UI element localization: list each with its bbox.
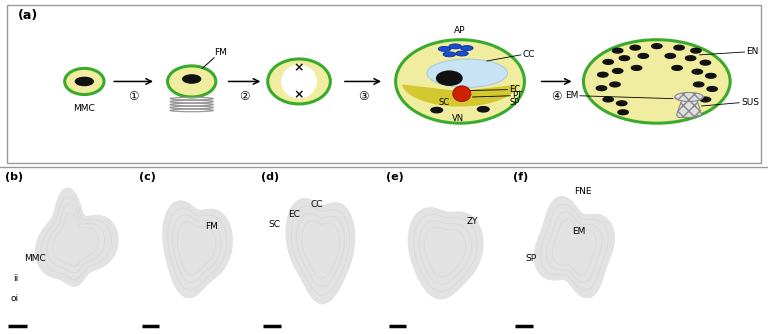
Polygon shape [286,199,355,304]
Polygon shape [535,197,614,298]
Polygon shape [409,208,483,299]
Text: MMC: MMC [74,104,95,113]
Polygon shape [402,85,518,106]
Text: CC: CC [523,50,535,59]
Circle shape [617,101,627,106]
Circle shape [75,77,93,86]
Text: ④: ④ [551,91,562,104]
Ellipse shape [282,65,316,98]
Circle shape [651,44,662,48]
Circle shape [431,108,442,113]
Text: VN: VN [452,114,465,123]
Ellipse shape [449,44,462,49]
Ellipse shape [427,59,508,88]
Circle shape [700,60,710,65]
Ellipse shape [396,40,525,123]
Ellipse shape [675,93,703,102]
Circle shape [596,86,607,91]
Text: SC: SC [439,98,449,107]
Circle shape [706,73,716,78]
Polygon shape [677,100,701,118]
Circle shape [478,107,489,112]
Circle shape [665,53,676,58]
Circle shape [619,56,630,60]
Ellipse shape [584,40,730,123]
Text: (a): (a) [18,9,38,22]
Text: EN: EN [746,47,759,56]
Ellipse shape [65,68,104,95]
Text: ×: × [294,61,304,74]
Text: ①: ① [128,91,139,104]
Text: ②: ② [239,91,250,104]
Text: SC: SC [268,220,280,229]
Ellipse shape [439,46,451,51]
Circle shape [613,68,623,73]
Circle shape [679,110,689,115]
Circle shape [694,82,703,87]
Text: AP: AP [455,26,465,35]
Circle shape [707,87,717,91]
Circle shape [674,45,684,50]
Text: (b): (b) [5,172,24,182]
Polygon shape [35,188,118,286]
Text: EM: EM [571,227,585,236]
Text: (e): (e) [386,172,404,182]
Circle shape [610,82,621,87]
Text: FNE: FNE [574,187,592,196]
Circle shape [603,97,614,102]
Circle shape [638,53,648,58]
Text: SP: SP [525,254,537,263]
Circle shape [630,45,641,50]
Text: (d): (d) [261,172,279,182]
Text: PT: PT [512,91,522,100]
Ellipse shape [436,70,462,86]
Ellipse shape [453,86,471,102]
Polygon shape [163,201,232,298]
Circle shape [183,75,200,83]
Circle shape [598,72,608,77]
Text: ×: × [294,89,304,102]
Circle shape [687,101,697,106]
Ellipse shape [268,59,330,104]
Circle shape [692,69,703,74]
Ellipse shape [455,51,468,56]
Circle shape [631,65,642,70]
Text: EC: EC [288,210,300,219]
Circle shape [672,65,682,70]
Text: EM: EM [565,91,579,100]
Circle shape [613,48,623,53]
Text: ii: ii [13,274,18,283]
Text: ③: ③ [358,91,368,104]
Text: oi: oi [11,294,19,303]
Circle shape [603,59,614,64]
Ellipse shape [443,52,455,57]
Text: EC: EC [509,85,521,94]
Ellipse shape [461,46,473,50]
Text: MMC: MMC [24,254,46,263]
Text: (c): (c) [139,172,156,182]
Text: CC: CC [311,200,323,209]
Circle shape [685,56,696,60]
Text: SP: SP [509,98,520,107]
Circle shape [700,97,710,102]
Circle shape [618,110,628,115]
Text: ZY: ZY [467,217,478,226]
Text: (f): (f) [513,172,528,182]
Text: SUS: SUS [741,98,759,107]
Text: FM: FM [205,222,217,231]
Circle shape [690,48,701,53]
Ellipse shape [167,66,216,97]
Text: FM: FM [214,48,227,57]
